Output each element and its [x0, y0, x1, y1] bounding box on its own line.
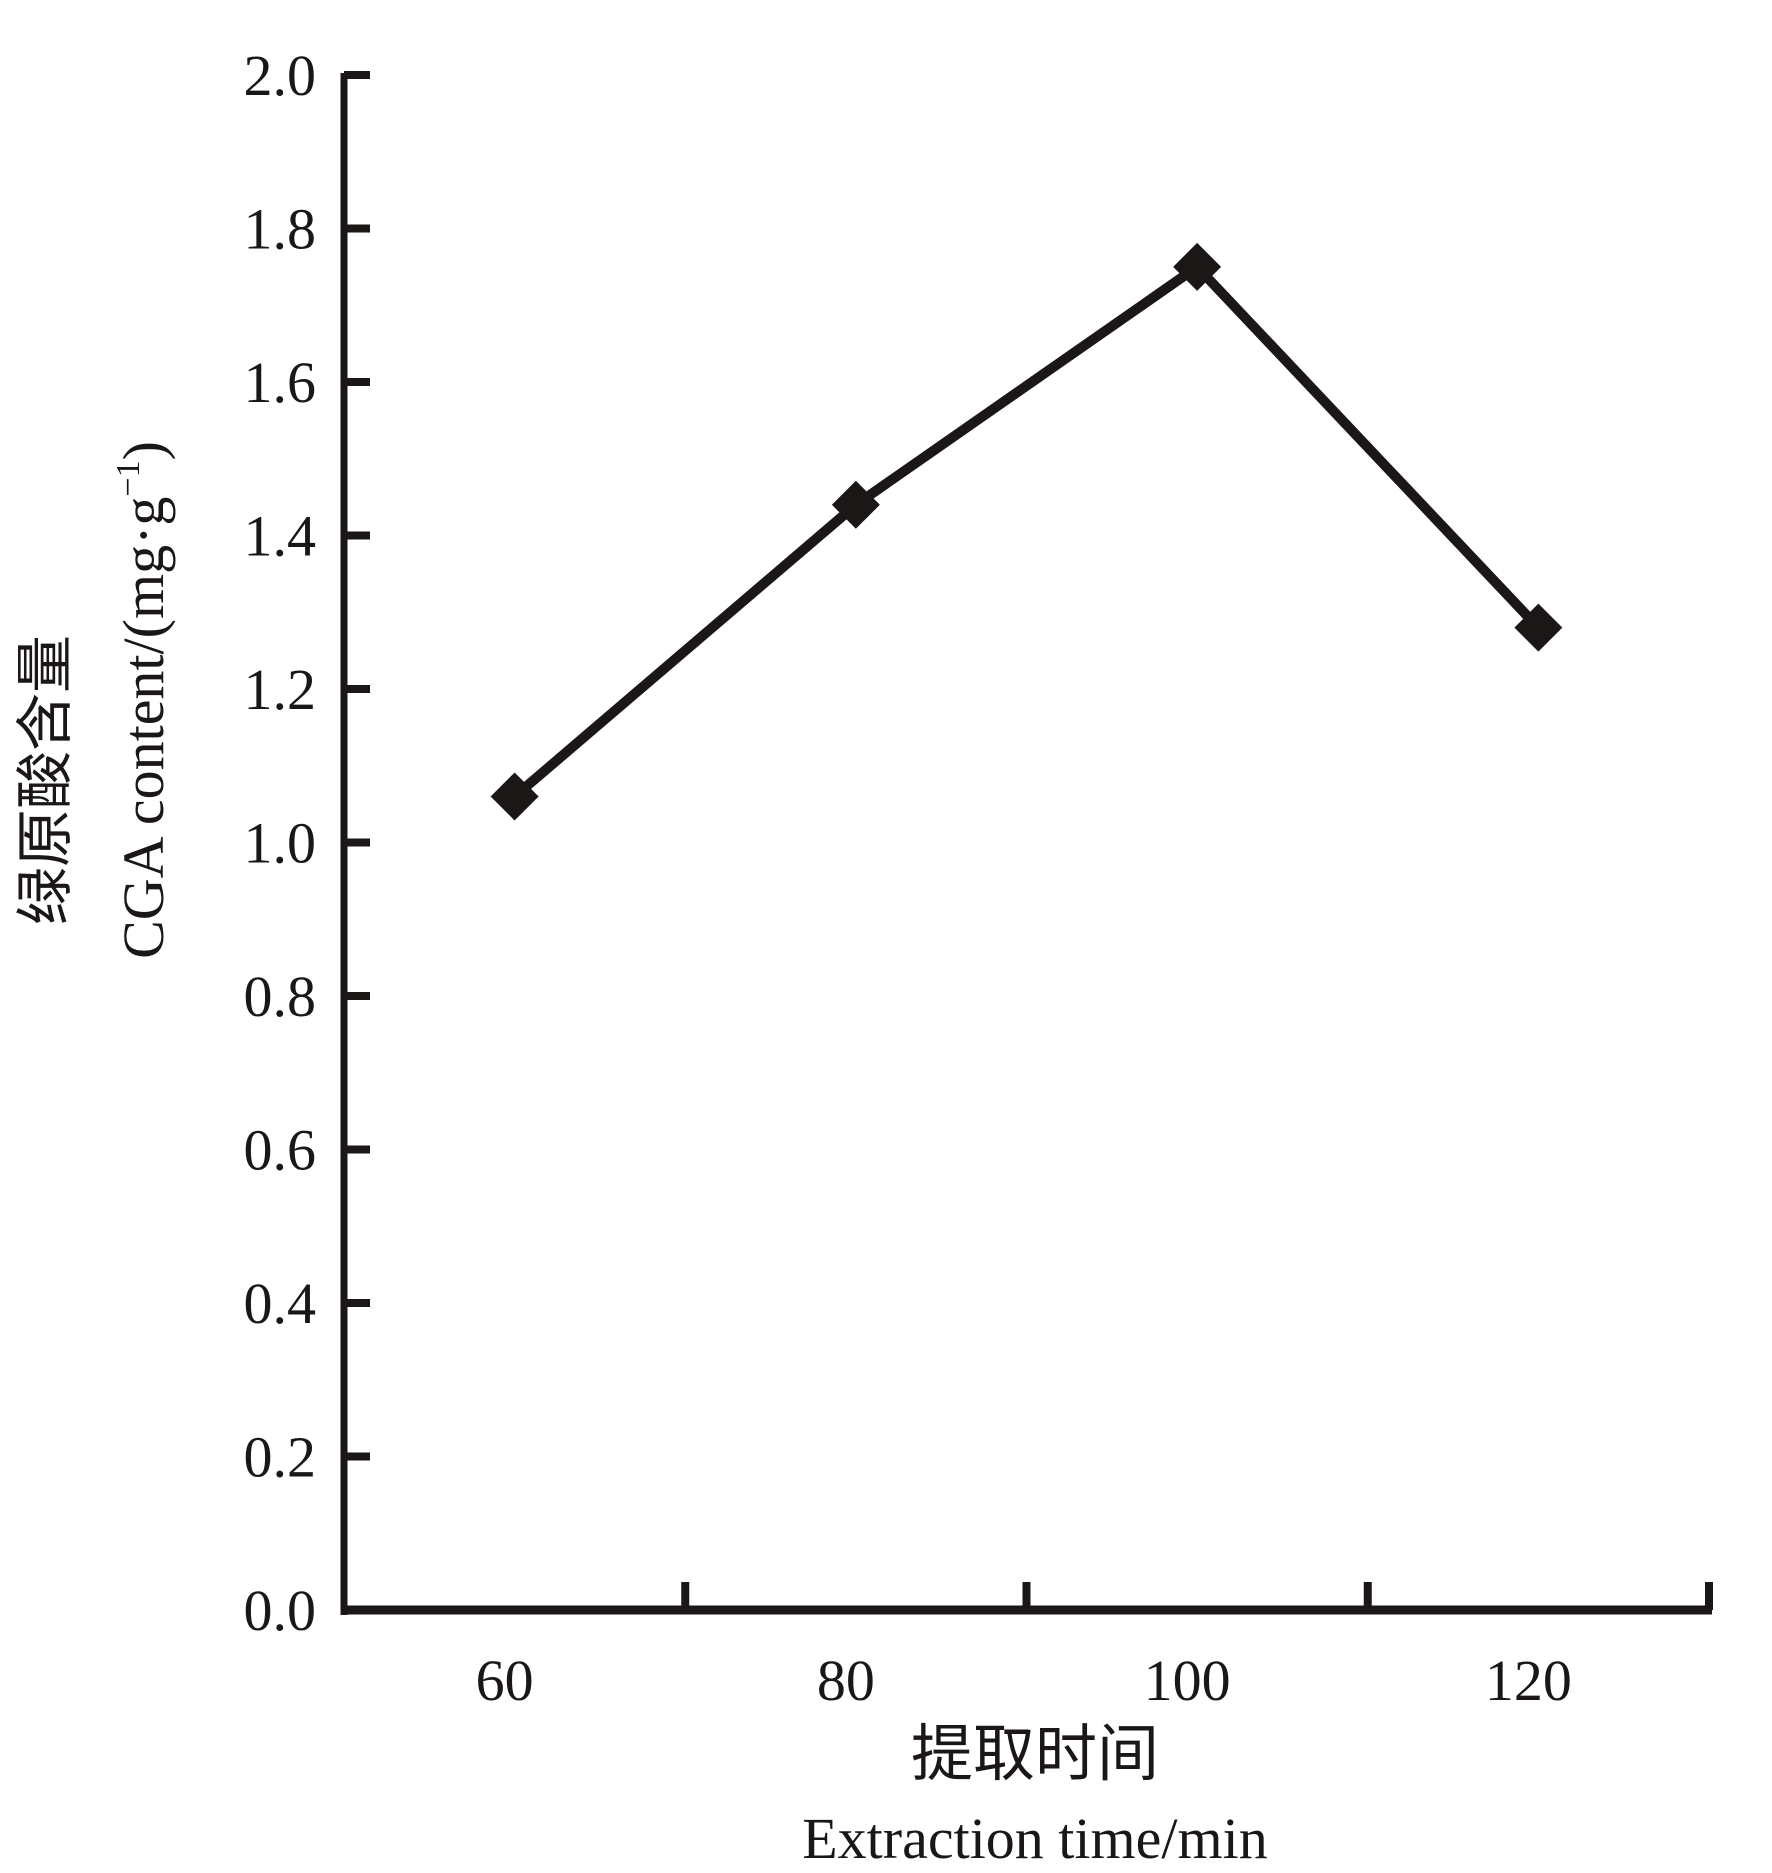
y-tick-label: 0.6 [244, 1118, 317, 1183]
y-tick-label: 2.0 [244, 43, 317, 108]
y-axis-label-sup: −1 [110, 460, 147, 496]
y-axis-label: CGA content/(mg·g−1) [110, 441, 176, 959]
y-tick-label: 1.6 [244, 350, 317, 415]
x-tick-label: 100 [1144, 1648, 1231, 1713]
y-axis-label-close: ) [111, 441, 176, 460]
series-line [511, 261, 1543, 801]
y-tick-label: 0.4 [244, 1271, 317, 1336]
y-tick-label: 1.4 [244, 504, 317, 569]
x-tick-label: 120 [1485, 1648, 1572, 1713]
y-axis-ticks: 0.0 0.2 0.4 0.6 0.8 1.0 1.2 1.4 1.6 1.8 2.0 [244, 43, 370, 1643]
x-axis-ticks: 60 80 100 120 [476, 1582, 1713, 1713]
data-point-diamond [1173, 242, 1222, 291]
y-tick-label: 0.8 [244, 964, 317, 1029]
x-axis-label-cn: 提取时间 [911, 1721, 1159, 1789]
data-point-diamond [831, 480, 880, 529]
y-tick-label: 1.8 [244, 197, 317, 262]
x-axis-label: Extraction time/min [802, 1806, 1268, 1871]
series [490, 242, 1563, 821]
x-tick-label: 60 [476, 1648, 534, 1713]
data-point-diamond [1514, 603, 1563, 652]
y-tick-label: 0.2 [244, 1425, 317, 1490]
x-tick-label: 80 [817, 1648, 875, 1713]
y-tick-label: 0.0 [244, 1578, 317, 1643]
y-axis-label-main: CGA content/(mg·g [111, 497, 176, 959]
y-tick-label: 1.0 [244, 811, 317, 876]
y-axis-label-cn: 绿原酸含量 [13, 635, 78, 925]
axes [340, 73, 1712, 1615]
data-point-diamond [490, 772, 539, 821]
y-tick-label: 1.2 [244, 657, 317, 722]
